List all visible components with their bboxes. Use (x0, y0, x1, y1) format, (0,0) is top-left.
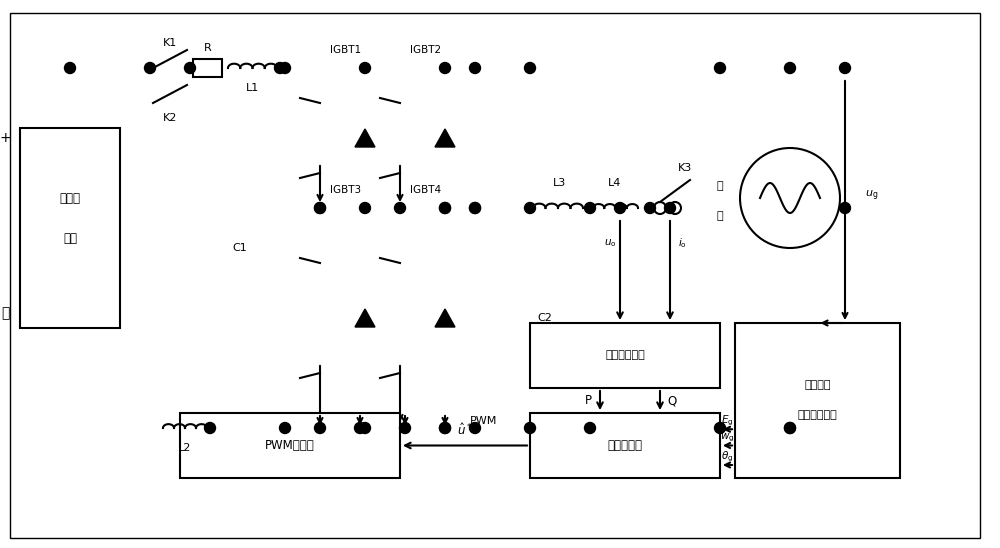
Text: $w_{\rm g}$: $w_{\rm g}$ (720, 431, 735, 444)
Text: IGBT4: IGBT4 (410, 185, 441, 195)
Circle shape (280, 423, 290, 433)
Circle shape (440, 423, 450, 433)
Circle shape (714, 423, 726, 433)
Text: $u_{\rm o}$: $u_{\rm o}$ (604, 237, 616, 249)
Circle shape (440, 62, 450, 73)
Text: Q: Q (667, 394, 677, 407)
Text: L1: L1 (246, 83, 259, 93)
Text: $i_{\rm o}$: $i_{\rm o}$ (678, 236, 686, 250)
Circle shape (314, 203, 326, 214)
Text: $E_{\rm g}$: $E_{\rm g}$ (721, 414, 734, 429)
Text: +: + (0, 131, 11, 145)
Text: 主控制单元: 主控制单元 (608, 439, 642, 452)
Circle shape (360, 62, 370, 73)
Circle shape (184, 62, 196, 73)
Text: PWM: PWM (470, 415, 497, 425)
Bar (735, 323, 900, 478)
Circle shape (440, 423, 450, 433)
Circle shape (470, 203, 480, 214)
Text: 储能电: 储能电 (60, 191, 80, 204)
Text: 信号处理单元: 信号处理单元 (798, 410, 837, 420)
Circle shape (280, 62, 290, 73)
Circle shape (440, 203, 450, 214)
Circle shape (714, 62, 726, 73)
Circle shape (440, 203, 450, 214)
Text: K2: K2 (163, 113, 177, 123)
Polygon shape (355, 129, 375, 147)
Text: L4: L4 (608, 178, 622, 188)
Text: R: R (204, 43, 211, 53)
Circle shape (470, 203, 480, 214)
Circle shape (644, 203, 656, 214)
Circle shape (524, 423, 536, 433)
Text: PWM发生器: PWM发生器 (265, 439, 315, 452)
Bar (180, 413, 400, 478)
Circle shape (784, 62, 796, 73)
Circle shape (314, 423, 326, 433)
Text: IGBT3: IGBT3 (330, 185, 361, 195)
Text: K1: K1 (163, 38, 177, 48)
Bar (193, 59, 222, 77)
Circle shape (584, 423, 596, 433)
Text: 池组: 池组 (63, 231, 77, 244)
Text: L3: L3 (553, 178, 567, 188)
Text: 网: 网 (717, 211, 723, 221)
Circle shape (614, 203, 626, 214)
Circle shape (64, 62, 76, 73)
Circle shape (470, 423, 480, 433)
Text: IGBT1: IGBT1 (330, 45, 361, 55)
Text: C1: C1 (233, 243, 247, 253)
Circle shape (524, 203, 536, 214)
Text: $\theta_{\rm g}$: $\theta_{\rm g}$ (721, 450, 734, 464)
Text: P: P (584, 394, 592, 407)
Text: K3: K3 (678, 163, 692, 173)
Circle shape (400, 423, 411, 433)
Text: －: － (1, 306, 9, 320)
Polygon shape (435, 129, 455, 147)
Circle shape (840, 62, 850, 73)
Circle shape (664, 203, 676, 214)
Text: IGBT2: IGBT2 (410, 45, 441, 55)
Circle shape (394, 203, 406, 214)
Circle shape (784, 423, 796, 433)
Circle shape (314, 203, 326, 214)
Circle shape (274, 62, 286, 73)
Text: C2: C2 (538, 313, 552, 323)
Polygon shape (355, 309, 375, 327)
Circle shape (205, 423, 216, 433)
Text: 功率测算单元: 功率测算单元 (605, 351, 645, 361)
Text: 电网电压: 电网电压 (804, 380, 831, 391)
Text: 电: 电 (717, 181, 723, 191)
Text: L2: L2 (178, 443, 192, 453)
Bar (530, 413, 720, 478)
Bar (530, 323, 720, 388)
Circle shape (840, 203, 850, 214)
Circle shape (354, 423, 366, 433)
Polygon shape (435, 309, 455, 327)
Text: $\hat{u}^*$: $\hat{u}^*$ (457, 423, 473, 438)
Text: $u_{\rm g}$: $u_{\rm g}$ (865, 189, 878, 203)
Circle shape (524, 62, 536, 73)
Bar (20, 128, 120, 328)
Circle shape (470, 62, 480, 73)
Circle shape (360, 203, 370, 214)
Circle shape (584, 203, 596, 214)
Circle shape (144, 62, 156, 73)
Circle shape (784, 423, 796, 433)
Circle shape (360, 423, 370, 433)
